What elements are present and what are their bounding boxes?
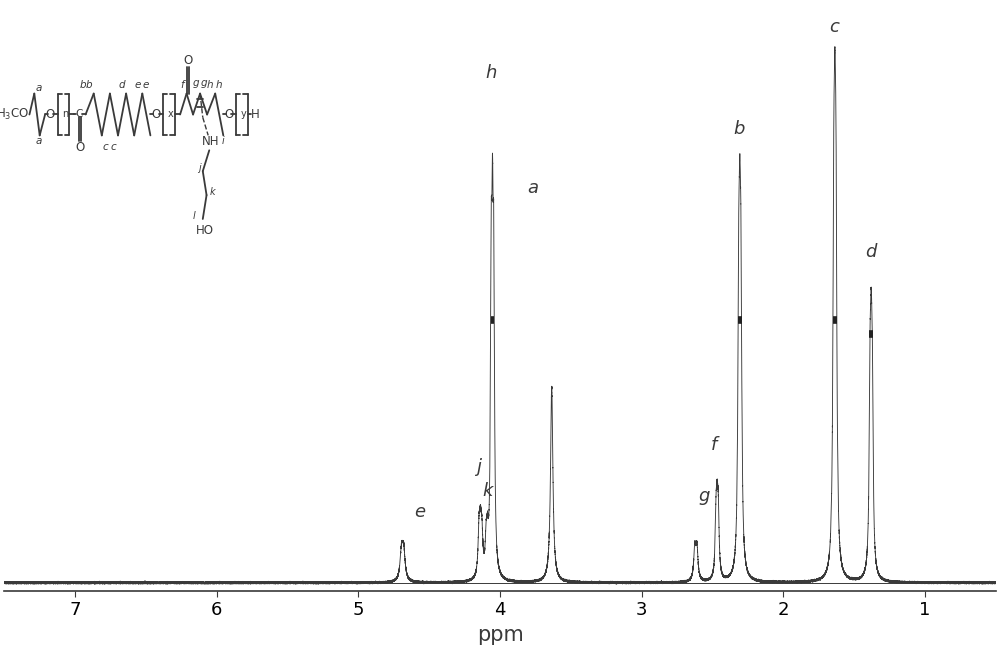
Text: f: f bbox=[180, 80, 184, 90]
Text: e: e bbox=[414, 503, 425, 521]
Text: HO: HO bbox=[195, 225, 213, 238]
Text: j: j bbox=[198, 163, 200, 173]
Text: H: H bbox=[251, 108, 260, 121]
Text: d: d bbox=[118, 80, 125, 90]
Text: c: c bbox=[103, 142, 108, 153]
Text: c: c bbox=[111, 142, 117, 153]
Text: c: c bbox=[829, 18, 839, 36]
Text: O: O bbox=[183, 55, 192, 67]
Text: b: b bbox=[80, 80, 86, 90]
Text: a: a bbox=[35, 136, 42, 147]
Text: O: O bbox=[224, 108, 233, 121]
X-axis label: ppm: ppm bbox=[477, 625, 523, 645]
Text: NH: NH bbox=[202, 135, 220, 148]
Text: h: h bbox=[486, 64, 497, 82]
Text: x: x bbox=[168, 110, 174, 119]
Text: h: h bbox=[206, 80, 213, 90]
Text: d: d bbox=[865, 243, 877, 262]
Text: e: e bbox=[135, 80, 141, 90]
Text: l: l bbox=[192, 211, 195, 221]
Text: a: a bbox=[35, 82, 42, 93]
Text: g: g bbox=[192, 78, 199, 88]
Text: f: f bbox=[711, 436, 717, 454]
Text: O: O bbox=[46, 108, 55, 121]
Text: O: O bbox=[151, 108, 160, 121]
Text: k: k bbox=[210, 187, 215, 197]
Text: j: j bbox=[476, 458, 481, 476]
Text: y: y bbox=[241, 110, 247, 119]
Text: g: g bbox=[698, 487, 710, 505]
Text: a: a bbox=[527, 179, 538, 197]
Text: C: C bbox=[75, 110, 83, 119]
Text: H$_3$CO: H$_3$CO bbox=[0, 107, 29, 122]
Text: b: b bbox=[734, 120, 745, 138]
Text: b: b bbox=[86, 80, 93, 90]
Text: O: O bbox=[76, 141, 85, 154]
Text: e: e bbox=[143, 80, 149, 90]
Text: n: n bbox=[62, 110, 69, 119]
Text: i: i bbox=[221, 136, 224, 147]
Text: g: g bbox=[201, 78, 208, 88]
Text: h: h bbox=[216, 80, 222, 90]
Text: k: k bbox=[482, 482, 493, 500]
